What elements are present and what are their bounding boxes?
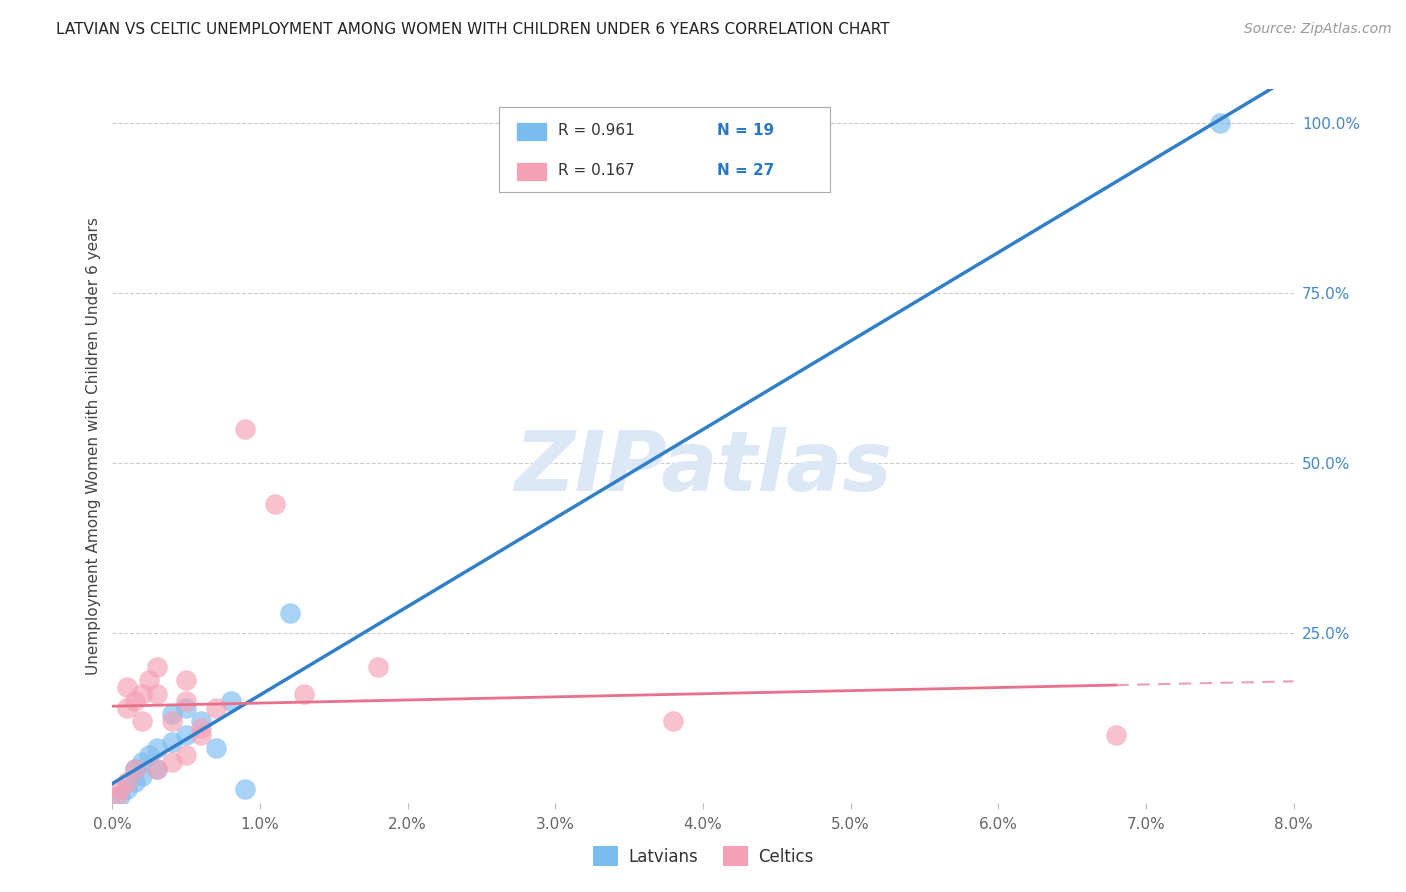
Point: [131, 714, 153, 729]
Point: [117, 680, 138, 694]
Point: [1208, 116, 1232, 130]
Point: [160, 734, 183, 748]
Text: ZIPatlas: ZIPatlas: [515, 427, 891, 508]
Point: [160, 714, 183, 729]
Point: [174, 748, 197, 763]
Point: [205, 700, 228, 714]
Point: [124, 775, 146, 789]
Point: [1105, 728, 1128, 742]
Text: Source: ZipAtlas.com: Source: ZipAtlas.com: [1244, 22, 1392, 37]
Point: [174, 728, 197, 742]
Point: [190, 714, 212, 729]
Text: N = 19: N = 19: [717, 123, 775, 138]
Point: [367, 660, 389, 674]
Point: [160, 707, 183, 722]
Point: [124, 762, 146, 776]
Point: [146, 687, 169, 701]
Point: [160, 755, 183, 769]
Point: [190, 721, 212, 735]
Point: [233, 782, 256, 797]
Y-axis label: Unemployment Among Women with Children Under 6 years: Unemployment Among Women with Children U…: [86, 217, 101, 675]
Text: R = 0.961: R = 0.961: [558, 123, 636, 138]
Point: [292, 687, 315, 701]
Point: [662, 714, 685, 729]
Point: [124, 762, 146, 776]
Point: [174, 700, 197, 714]
Point: [146, 762, 169, 776]
Point: [219, 694, 242, 708]
Text: R = 0.167: R = 0.167: [558, 163, 634, 178]
Point: [138, 673, 160, 688]
Point: [131, 755, 153, 769]
Point: [131, 687, 153, 701]
Point: [117, 782, 138, 797]
Point: [131, 769, 153, 783]
Point: [124, 694, 146, 708]
Point: [117, 775, 138, 789]
Point: [108, 782, 131, 797]
Point: [205, 741, 228, 756]
Point: [146, 762, 169, 776]
Point: [146, 741, 169, 756]
Point: [146, 660, 169, 674]
Point: [138, 748, 160, 763]
Point: [108, 789, 131, 803]
Point: [233, 422, 256, 436]
Point: [174, 694, 197, 708]
Point: [105, 789, 128, 803]
Point: [117, 700, 138, 714]
Point: [174, 673, 197, 688]
Text: LATVIAN VS CELTIC UNEMPLOYMENT AMONG WOMEN WITH CHILDREN UNDER 6 YEARS CORRELATI: LATVIAN VS CELTIC UNEMPLOYMENT AMONG WOM…: [56, 22, 890, 37]
Point: [264, 497, 287, 511]
Point: [278, 606, 301, 620]
Legend: Latvians, Celtics: Latvians, Celtics: [586, 839, 820, 873]
Point: [190, 728, 212, 742]
Text: N = 27: N = 27: [717, 163, 775, 178]
